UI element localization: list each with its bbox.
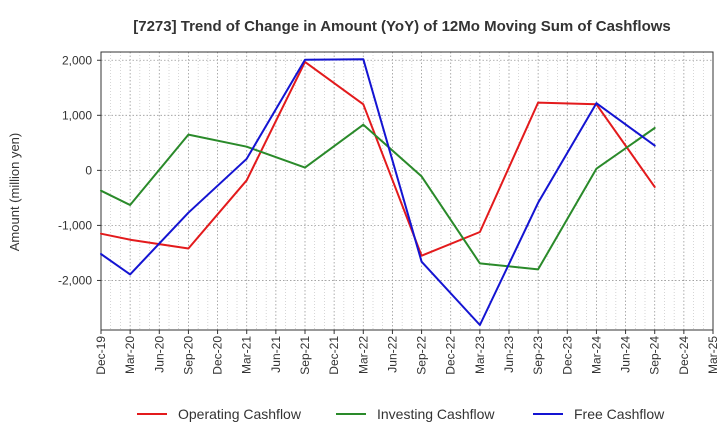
series-group (100, 58, 656, 326)
x-tick-label: Sep-24 (648, 336, 662, 375)
x-tick-label: Jun-20 (152, 336, 166, 373)
x-tick-label: Dec-20 (211, 336, 225, 375)
y-axis-label: Amount (million yen) (7, 133, 22, 252)
x-tick-label: Sep-22 (415, 336, 429, 375)
x-tick-label: Dec-21 (327, 336, 341, 375)
x-tick-label: Sep-23 (531, 336, 545, 375)
chart-title: [7273] Trend of Change in Amount (YoY) o… (133, 18, 671, 35)
series-line-operating-cashflow (100, 60, 656, 257)
x-tick-label: Jun-22 (385, 336, 399, 373)
y-tick-label: -1,000 (58, 218, 92, 232)
legend-label-free-cashflow: Free Cashflow (574, 406, 665, 422)
x-tick-label: Dec-22 (444, 336, 458, 375)
axes: 2,000 1,000 0 -1,000 -2,000 Dec-19 Mar-20 Jun-2… (58, 51, 720, 375)
x-tick-label: Jun-23 (502, 336, 516, 373)
legend: Operating Cashflow Investing Cashflow Free… (137, 406, 665, 422)
x-tick-label: Sep-21 (298, 336, 312, 375)
series-line-investing-cashflow (100, 123, 656, 271)
x-tick-label: Dec-24 (677, 336, 691, 375)
y-tick-label: 0 (85, 163, 92, 177)
legend-label-operating-cashflow: Operating Cashflow (178, 406, 302, 422)
x-tick-label: Mar-20 (123, 336, 137, 374)
x-tick-label: Sep-20 (181, 336, 195, 375)
x-tick-label: Dec-19 (94, 336, 108, 375)
x-tick-label: Mar-24 (589, 336, 603, 374)
legend-label-investing-cashflow: Investing Cashflow (377, 406, 495, 422)
plot-area-frame (100, 51, 714, 331)
x-tick-label: Jun-24 (619, 336, 633, 373)
series-line-free-cashflow (100, 58, 656, 326)
x-tick-label: Jun-21 (269, 336, 283, 373)
x-tick-label: Dec-23 (560, 336, 574, 375)
x-tick-label: Mar-22 (356, 336, 370, 374)
x-tick-label: Mar-21 (240, 336, 254, 374)
x-tick-label: Mar-25 (706, 336, 720, 374)
y-tick-label: 1,000 (62, 108, 92, 122)
y-tick-label: 2,000 (62, 53, 92, 67)
x-tick-label: Mar-23 (473, 336, 487, 374)
grid (100, 52, 714, 330)
y-tick-label: -2,000 (58, 273, 92, 287)
